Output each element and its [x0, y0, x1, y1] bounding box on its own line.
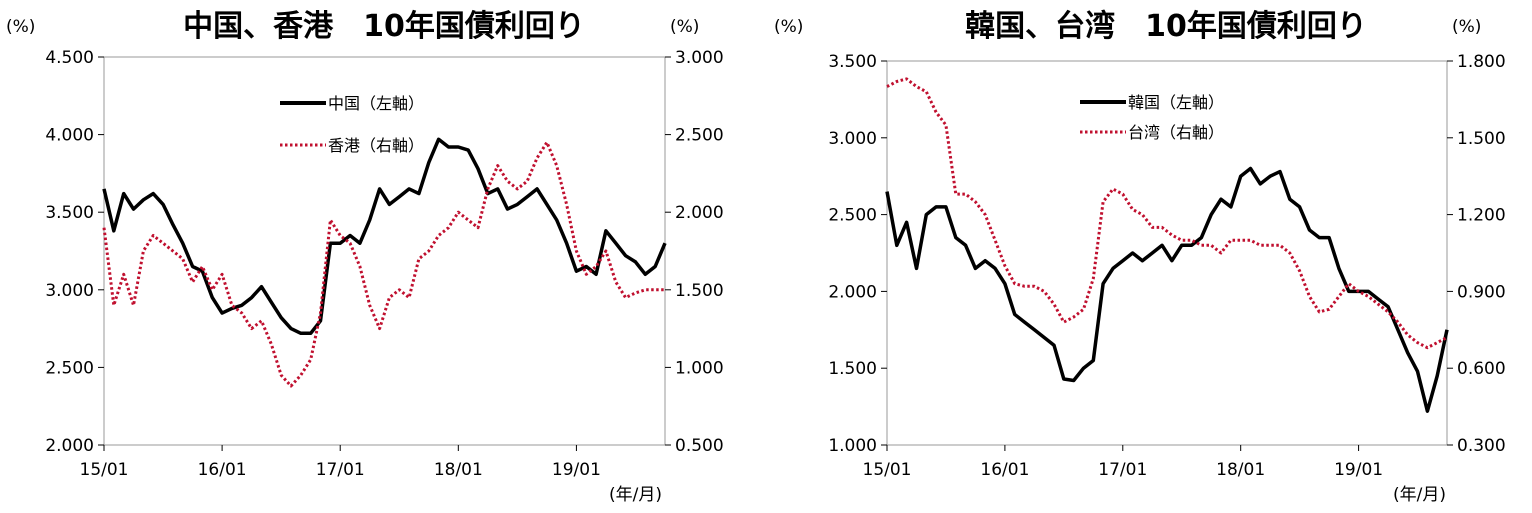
chart-china-hongkong: 中国、香港 10年国債利回り (%) (%) 4.500 4.000 3.500 3.…: [6, 9, 724, 505]
plot-area: [103, 56, 666, 446]
series-group: [102, 137, 667, 388]
right-axis-unit: (%): [670, 17, 699, 37]
x-tick-label: 19/01: [1334, 460, 1383, 480]
plot-area: [886, 60, 1448, 446]
chart-korea-taiwan: 韓国、台湾 10年国債利回り (%) (%) 3.500 3.000 2.500 2.…: [774, 9, 1506, 505]
legend: 中国（左軸） 香港（右軸）: [280, 94, 424, 155]
left-tick-label: 2.000: [828, 282, 877, 302]
x-tick-label: 17/01: [1098, 460, 1147, 480]
right-tick-label: 3.000: [675, 48, 724, 68]
legend: 韓国（左軸） 台湾（右軸）: [1080, 93, 1224, 142]
left-tick-label: 1.000: [828, 436, 877, 456]
series-line-1: [102, 140, 665, 388]
left-tick-label: 3.000: [45, 281, 94, 301]
left-tick-label: 3.500: [45, 203, 94, 223]
left-axis: 4.500 4.000 3.500 3.000 2.500 2.000: [45, 48, 104, 456]
x-axis: 15/01 16/01 17/01 18/01 19/01: [863, 445, 1383, 480]
left-axis: 3.500 3.000 2.500 2.000 1.500 1.000: [828, 52, 887, 456]
x-tick-label: 16/01: [980, 460, 1029, 480]
series-line-0: [885, 166, 1449, 413]
x-tick-label: 15/01: [863, 460, 912, 480]
x-tick-label: 15/01: [80, 460, 129, 480]
left-tick-label: 1.500: [828, 359, 877, 379]
right-axis: 3.000 2.500 2.000 1.500 1.000 0.500: [665, 48, 724, 456]
right-tick-label: 0.500: [675, 436, 724, 456]
x-axis: 15/01 16/01 17/01 18/01 19/01: [80, 445, 601, 480]
right-tick-label: 1.500: [1457, 129, 1506, 149]
series-line-1: [886, 77, 1448, 350]
right-tick-label: 1.500: [675, 281, 724, 301]
right-tick-label: 0.900: [1457, 282, 1506, 302]
legend-label-korea: 韓国（左軸）: [1128, 93, 1224, 112]
left-tick-label: 2.000: [45, 436, 94, 456]
x-axis-unit: (年/月): [609, 485, 662, 505]
legend-label-taiwan: 台湾（右軸）: [1128, 123, 1224, 142]
right-tick-label: 0.300: [1457, 436, 1506, 456]
right-tick-label: 1.000: [675, 358, 724, 378]
right-axis-unit: (%): [1452, 17, 1481, 37]
series-line-0: [102, 137, 667, 336]
right-tick-label: 1.800: [1457, 52, 1506, 72]
right-axis: 1.800 1.500 1.200 0.900 0.600 0.300: [1447, 52, 1506, 456]
left-tick-label: 2.500: [45, 358, 94, 378]
x-tick-label: 19/01: [552, 460, 601, 480]
left-tick-label: 4.500: [45, 48, 94, 68]
right-tick-label: 2.000: [675, 203, 724, 223]
left-axis-unit: (%): [774, 17, 803, 37]
x-tick-label: 18/01: [1216, 460, 1265, 480]
left-tick-label: 3.500: [828, 52, 877, 72]
left-tick-label: 3.000: [828, 129, 877, 149]
x-tick-label: 16/01: [198, 460, 247, 480]
x-axis-unit: (年/月): [1393, 485, 1446, 505]
legend-label-hongkong: 香港（右軸）: [328, 136, 424, 155]
left-tick-label: 4.000: [45, 126, 94, 146]
right-tick-label: 1.200: [1457, 206, 1506, 226]
right-tick-label: 2.500: [675, 126, 724, 146]
x-tick-label: 18/01: [434, 460, 483, 480]
right-tick-label: 0.600: [1457, 359, 1506, 379]
chart-title: 韓国、台湾 10年国債利回り: [965, 9, 1367, 44]
chart-title: 中国、香港 10年国債利回り: [183, 9, 585, 44]
series-group: [885, 77, 1449, 413]
legend-label-china: 中国（左軸）: [328, 94, 424, 113]
left-tick-label: 2.500: [828, 206, 877, 226]
x-tick-label: 17/01: [316, 460, 365, 480]
left-axis-unit: (%): [6, 17, 35, 37]
